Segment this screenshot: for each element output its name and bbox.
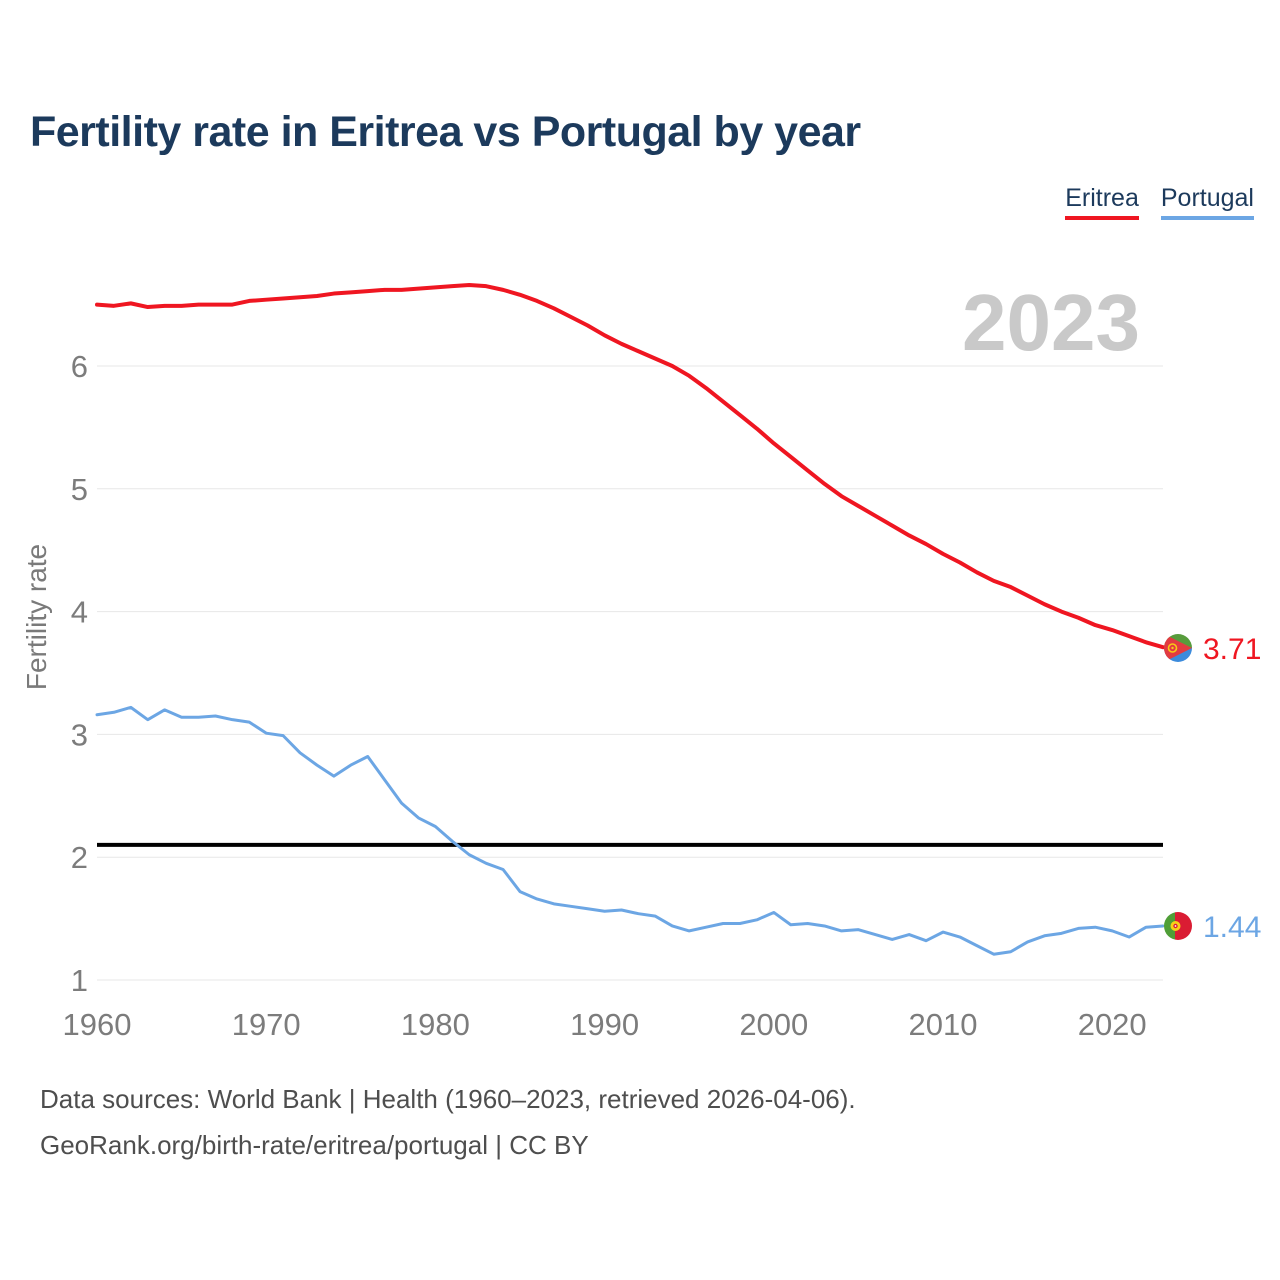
legend-item-portugal[interactable]: Portugal [1160, 184, 1254, 220]
portugal-line [95, 705, 1165, 956]
x-tick-label: 2000 [739, 1007, 808, 1042]
footer-line-1: Data sources: World Bank | Health (1960–… [40, 1084, 856, 1114]
eritrea-flag-icon [1164, 634, 1192, 662]
y-tick-label: 6 [71, 349, 88, 384]
y-tick-label: 2 [71, 840, 88, 875]
y-tick-label: 1 [71, 963, 88, 998]
eritrea-line [95, 282, 1165, 650]
x-tick-label: 2010 [909, 1007, 978, 1042]
eritrea-end-label: 3.71 [1203, 633, 1261, 666]
x-tick-label: 2020 [1078, 1007, 1147, 1042]
x-tick-label: 1970 [232, 1007, 301, 1042]
y-axis-title: Fertility rate [21, 544, 52, 690]
footer-line-2: GeoRank.org/birth-rate/eritrea/portugal … [40, 1130, 589, 1160]
page-title: Fertility rate in Eritrea vs Portugal by… [30, 108, 861, 156]
gridlines [97, 365, 1163, 981]
portugal-end-label: 1.44 [1203, 911, 1261, 944]
y-tick-label: 3 [71, 717, 88, 752]
x-tick-label: 1990 [570, 1007, 639, 1042]
watermark-year: 2023 [962, 278, 1140, 367]
y-tick-labels: 1 2 3 4 5 6 [71, 349, 88, 998]
portugal-flag-icon [1164, 912, 1192, 940]
footer: Data sources: World Bank | Health (1960–… [40, 1076, 856, 1168]
y-tick-label: 4 [71, 595, 88, 630]
x-tick-label: 1980 [401, 1007, 470, 1042]
x-tick-label: 1960 [63, 1007, 132, 1042]
data-series [95, 282, 1165, 956]
chart-legend: Eritrea Portugal [1065, 184, 1254, 220]
y-tick-label: 5 [71, 472, 88, 507]
legend-item-eritrea[interactable]: Eritrea [1065, 184, 1139, 220]
x-tick-labels: 1960 1970 1980 1990 2000 2010 2020 [63, 1007, 1147, 1042]
